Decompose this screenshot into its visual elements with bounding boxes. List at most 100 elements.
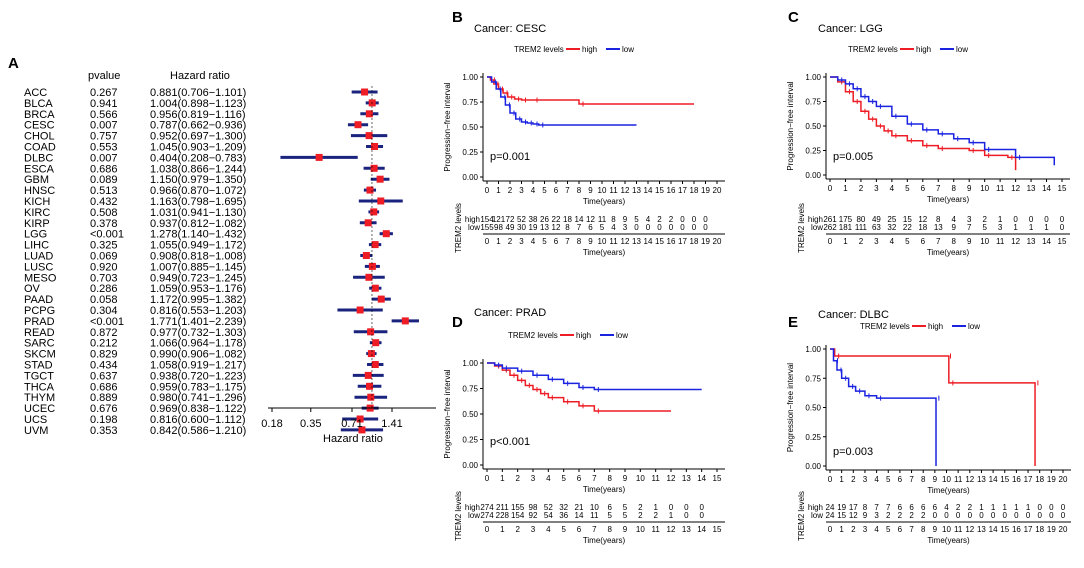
risk-table-count: 175 [839, 215, 853, 224]
forest-hr-marker [377, 197, 385, 205]
risk-table-count: 9 [623, 215, 628, 224]
km-y-tick-label: 0.50 [462, 410, 478, 419]
forest-hr-marker [370, 208, 378, 216]
km-x-tick-label: 6 [554, 186, 559, 195]
km-x-tick-label: 9 [967, 184, 972, 193]
forest-row-pvalue: 0.553 [90, 142, 118, 154]
risk-table-x-tick-label: 5 [905, 237, 910, 246]
risk-table-count: 32 [887, 223, 896, 232]
km-y-tick-label: 0.00 [805, 462, 821, 471]
risk-table-x-tick-label: 14 [644, 237, 653, 246]
forest-row-pvalue: <0.001 [90, 316, 124, 328]
risk-table-x-tick-label: 6 [921, 237, 926, 246]
risk-table-count: 2 [638, 503, 643, 512]
km-x-tick-label: 5 [561, 474, 566, 483]
risk-table-x-tick-label: 15 [1000, 525, 1009, 534]
forest-row-cancer: BLCA [24, 98, 53, 110]
risk-table-count: 3 [998, 223, 1003, 232]
risk-table-group-label: high [808, 503, 823, 512]
forest-row-pvalue: 0.566 [90, 109, 118, 121]
forest-x-tick-label: 0.71 [341, 418, 362, 430]
risk-table-x-tick-label: 15 [1058, 237, 1067, 246]
forest-hazard-ratio-header: Hazard ratio [170, 70, 230, 82]
risk-table-count: 52 [517, 215, 526, 224]
risk-table-x-tick-label: 13 [977, 525, 986, 534]
forest-row-cancer: THYM [24, 392, 55, 404]
risk-table-count: 274 [480, 511, 494, 520]
risk-table-x-tick-label: 4 [890, 237, 895, 246]
risk-table-x-tick-label: 10 [598, 237, 607, 246]
km-legend-label: high [582, 45, 597, 54]
risk-table-x-tick-label: 9 [967, 237, 972, 246]
panel-label: C [788, 9, 799, 26]
km-x-tick-label: 6 [921, 184, 926, 193]
risk-table-x-tick-label: 7 [909, 525, 914, 534]
risk-table-x-tick-label: 1 [839, 525, 844, 534]
km-x-tick-label: 8 [921, 475, 926, 484]
risk-table-count: 24 [826, 503, 835, 512]
km-x-tick-label: 3 [863, 475, 868, 484]
risk-table-x-tick-label: 14 [1042, 237, 1051, 246]
km-legend-title: TREM2 levels [848, 45, 898, 54]
risk-table-count: 0 [703, 223, 708, 232]
risk-table-x-tick-label: 17 [1024, 525, 1033, 534]
km-x-axis-label: Time(years) [583, 197, 626, 206]
risk-table-count: 8 [936, 215, 941, 224]
km-x-tick-label: 0 [828, 184, 833, 193]
risk-table-count: 0 [692, 223, 697, 232]
forest-row-hazard-ratio: 1.163(0.798−1.695) [150, 196, 246, 208]
risk-table-x-tick-label: 11 [996, 237, 1005, 246]
km-x-tick-label: 19 [701, 186, 710, 195]
risk-table-count: 0 [657, 223, 662, 232]
km-x-axis-label: Time(years) [583, 485, 626, 494]
risk-table-count: 98 [529, 503, 538, 512]
forest-row-hazard-ratio: 0.980(0.741−1.296) [150, 392, 246, 404]
forest-hr-marker [377, 295, 385, 303]
forest-row-pvalue: 0.513 [90, 185, 118, 197]
km-x-tick-label: 1 [843, 184, 848, 193]
risk-table-count: 0 [646, 223, 651, 232]
forest-row-hazard-ratio: 0.966(0.870−1.072) [150, 185, 246, 197]
km-x-tick-label: 7 [592, 474, 597, 483]
risk-table-count: 2 [921, 511, 926, 520]
risk-table-x-tick-label: 9 [623, 525, 628, 534]
risk-table-count: 2 [909, 511, 914, 520]
risk-table-x-label: Time(years) [927, 248, 970, 257]
risk-table-x-tick-label: 2 [851, 525, 856, 534]
risk-table-x-tick-label: 5 [542, 237, 547, 246]
risk-table-count: 0 [1060, 223, 1065, 232]
risk-table-x-tick-label: 9 [933, 525, 938, 534]
km-x-tick-label: 2 [851, 475, 856, 484]
risk-table-count: 1 [1026, 503, 1031, 512]
km-x-tick-label: 11 [996, 184, 1005, 193]
km-y-tick-label: 1.00 [805, 345, 821, 354]
risk-table-count: 1 [998, 215, 1003, 224]
km-curve-high [487, 76, 694, 105]
km-title: Cancer: CESC [474, 23, 546, 35]
risk-table-count: 22 [552, 215, 561, 224]
risk-table-x-tick-label: 2 [515, 525, 520, 534]
forest-row-cancer: READ [24, 327, 55, 339]
forest-row-hazard-ratio: 0.938(0.720−1.223) [150, 370, 246, 382]
risk-table-count: 9 [863, 511, 868, 520]
forest-row-pvalue: 0.007 [90, 120, 118, 132]
risk-table-count: 2 [638, 511, 643, 520]
risk-table-count: 6 [933, 503, 938, 512]
risk-table-count: 18 [563, 215, 572, 224]
forest-row-cancer: ESCA [24, 163, 55, 175]
forest-row-cancer: BRCA [24, 109, 55, 121]
risk-table-x-tick-label: 12 [1011, 237, 1020, 246]
forest-hr-marker [371, 143, 379, 150]
risk-table-count: 0 [979, 511, 984, 520]
forest-hr-marker [315, 153, 323, 161]
forest-row-pvalue: 0.703 [90, 272, 118, 284]
forest-hr-marker [365, 132, 373, 140]
risk-table-count: 12 [918, 215, 927, 224]
risk-table-count: 0 [933, 511, 938, 520]
km-x-tick-label: 9 [623, 474, 628, 483]
panel-label-a: A [8, 55, 19, 72]
km-x-tick-label: 11 [652, 474, 661, 483]
km-x-tick-label: 13 [977, 475, 986, 484]
km-pvalue: p<0.001 [490, 436, 530, 448]
km-y-tick-label: 0.75 [805, 374, 821, 383]
